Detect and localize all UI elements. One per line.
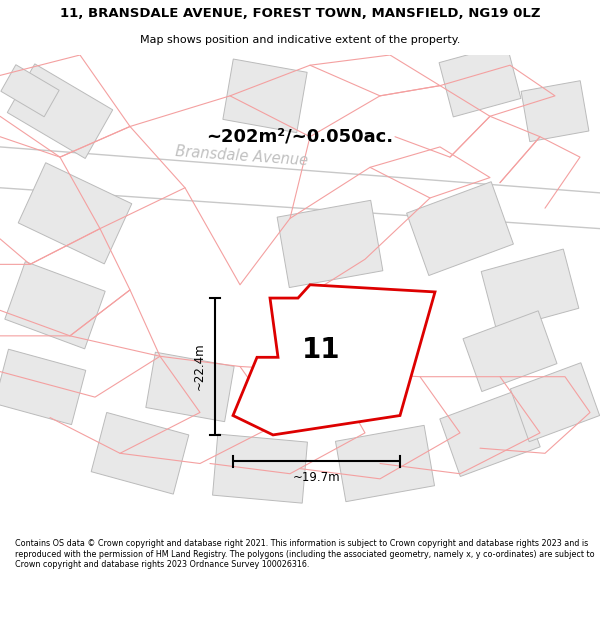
Polygon shape: [521, 81, 589, 142]
Polygon shape: [463, 311, 557, 391]
Text: ~22.4m: ~22.4m: [193, 342, 205, 390]
Text: 11, BRANSDALE AVENUE, FOREST TOWN, MANSFIELD, NG19 0LZ: 11, BRANSDALE AVENUE, FOREST TOWN, MANSF…: [60, 8, 540, 20]
Polygon shape: [511, 362, 599, 442]
Text: Bransdale Avenue: Bransdale Avenue: [175, 144, 309, 168]
Polygon shape: [0, 349, 86, 424]
Polygon shape: [407, 182, 514, 276]
Text: ~202m²/~0.050ac.: ~202m²/~0.050ac.: [206, 127, 394, 146]
Polygon shape: [18, 162, 132, 264]
Text: Contains OS data © Crown copyright and database right 2021. This information is : Contains OS data © Crown copyright and d…: [15, 539, 595, 569]
Polygon shape: [1, 65, 59, 117]
Polygon shape: [146, 352, 234, 422]
Polygon shape: [439, 44, 521, 117]
Polygon shape: [481, 249, 579, 331]
Polygon shape: [5, 262, 105, 349]
Polygon shape: [212, 434, 307, 503]
Polygon shape: [440, 389, 540, 476]
Polygon shape: [223, 59, 307, 132]
Polygon shape: [335, 426, 434, 502]
Polygon shape: [7, 64, 113, 159]
Text: 11: 11: [302, 336, 340, 364]
Polygon shape: [233, 285, 435, 435]
Text: ~19.7m: ~19.7m: [293, 471, 340, 484]
Polygon shape: [277, 200, 383, 288]
Polygon shape: [91, 412, 189, 494]
Text: Map shows position and indicative extent of the property.: Map shows position and indicative extent…: [140, 34, 460, 44]
